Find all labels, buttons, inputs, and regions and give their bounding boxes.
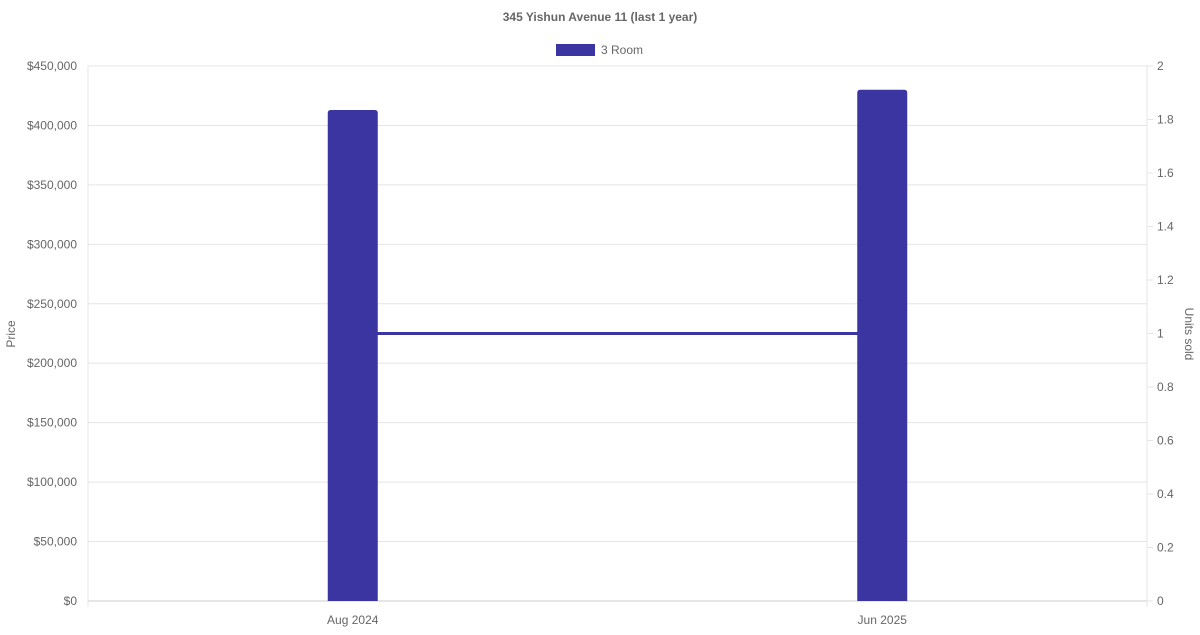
y-right-tick-label: 2 [1157,59,1164,73]
x-tick-label: Aug 2024 [327,613,379,627]
y-right-tick-label: 0.4 [1157,487,1174,501]
y-right-tick-label: 1 [1157,327,1164,341]
legend[interactable]: 3 Room [556,43,643,57]
y-right-tick-label: 0.6 [1157,434,1174,448]
y-tick-label: $250,000 [27,297,77,311]
y-tick-label: $0 [64,594,78,608]
y-right-tick-label: 0.8 [1157,380,1174,394]
y-right-tick-label: 1.6 [1157,166,1174,180]
y-tick-label: $450,000 [27,59,77,73]
y-right-tick-label: 1.2 [1157,273,1174,287]
bar-jun-2025 [857,89,908,602]
chart-title: 345 Yishun Avenue 11 (last 1 year) [503,10,698,24]
y-tick-label: $150,000 [27,416,77,430]
y-axis-right-label: Units sold [1182,308,1196,361]
y-right-tick-label: 1.8 [1157,113,1174,127]
y-tick-label: $100,000 [27,475,77,489]
legend-label-3-room: 3 Room [601,43,643,57]
y-tick-label: $350,000 [27,178,77,192]
y-tick-label: $400,000 [27,118,77,132]
y-axis-label: Price [4,320,18,348]
bar-aug-2024 [327,109,378,601]
y-right-tick-label: 0.2 [1157,541,1174,555]
y-tick-label: $300,000 [27,237,77,251]
y-right-tick-label: 1.4 [1157,220,1174,234]
y-right-tick-label: 0 [1157,594,1164,608]
y-tick-label: $200,000 [27,356,77,370]
legend-swatch-3-room [556,44,595,56]
x-tick-label: Jun 2025 [858,613,908,627]
y-tick-label: $50,000 [34,535,78,549]
